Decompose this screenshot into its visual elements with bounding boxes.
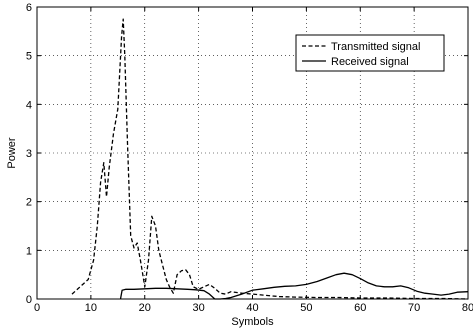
y-tick-label: 3 — [26, 148, 32, 160]
x-tick-label: 70 — [408, 302, 420, 314]
y-tick-label: 4 — [26, 99, 32, 111]
legend-label: Transmitted signal — [331, 41, 420, 53]
y-tick-label: 0 — [26, 294, 32, 306]
series-lines — [71, 18, 469, 300]
x-tick-label: 20 — [139, 302, 151, 314]
y-tick-label: 1 — [26, 245, 32, 257]
x-tick-label: 40 — [246, 302, 258, 314]
received-signal-line — [119, 272, 469, 300]
axis-ticks: 0 10 20 30 40 50 60 70 80 0 1 2 3 4 5 6 — [26, 2, 473, 314]
y-tick-label: 6 — [26, 2, 32, 14]
y-axis-label: Power — [6, 137, 18, 169]
x-tick-label: 30 — [193, 302, 205, 314]
x-tick-label: 60 — [354, 302, 366, 314]
x-tick-label: 0 — [34, 302, 40, 314]
legend: Transmitted signal Received signal — [295, 34, 445, 72]
x-tick-label: 80 — [462, 302, 473, 314]
legend-box — [295, 34, 445, 72]
x-tick-label: 50 — [300, 302, 312, 314]
y-tick-label: 5 — [26, 51, 32, 63]
y-tick-label: 2 — [26, 197, 32, 209]
x-axis-label: Symbols — [231, 316, 274, 328]
legend-label: Received signal — [331, 56, 409, 68]
x-tick-label: 10 — [85, 302, 97, 314]
